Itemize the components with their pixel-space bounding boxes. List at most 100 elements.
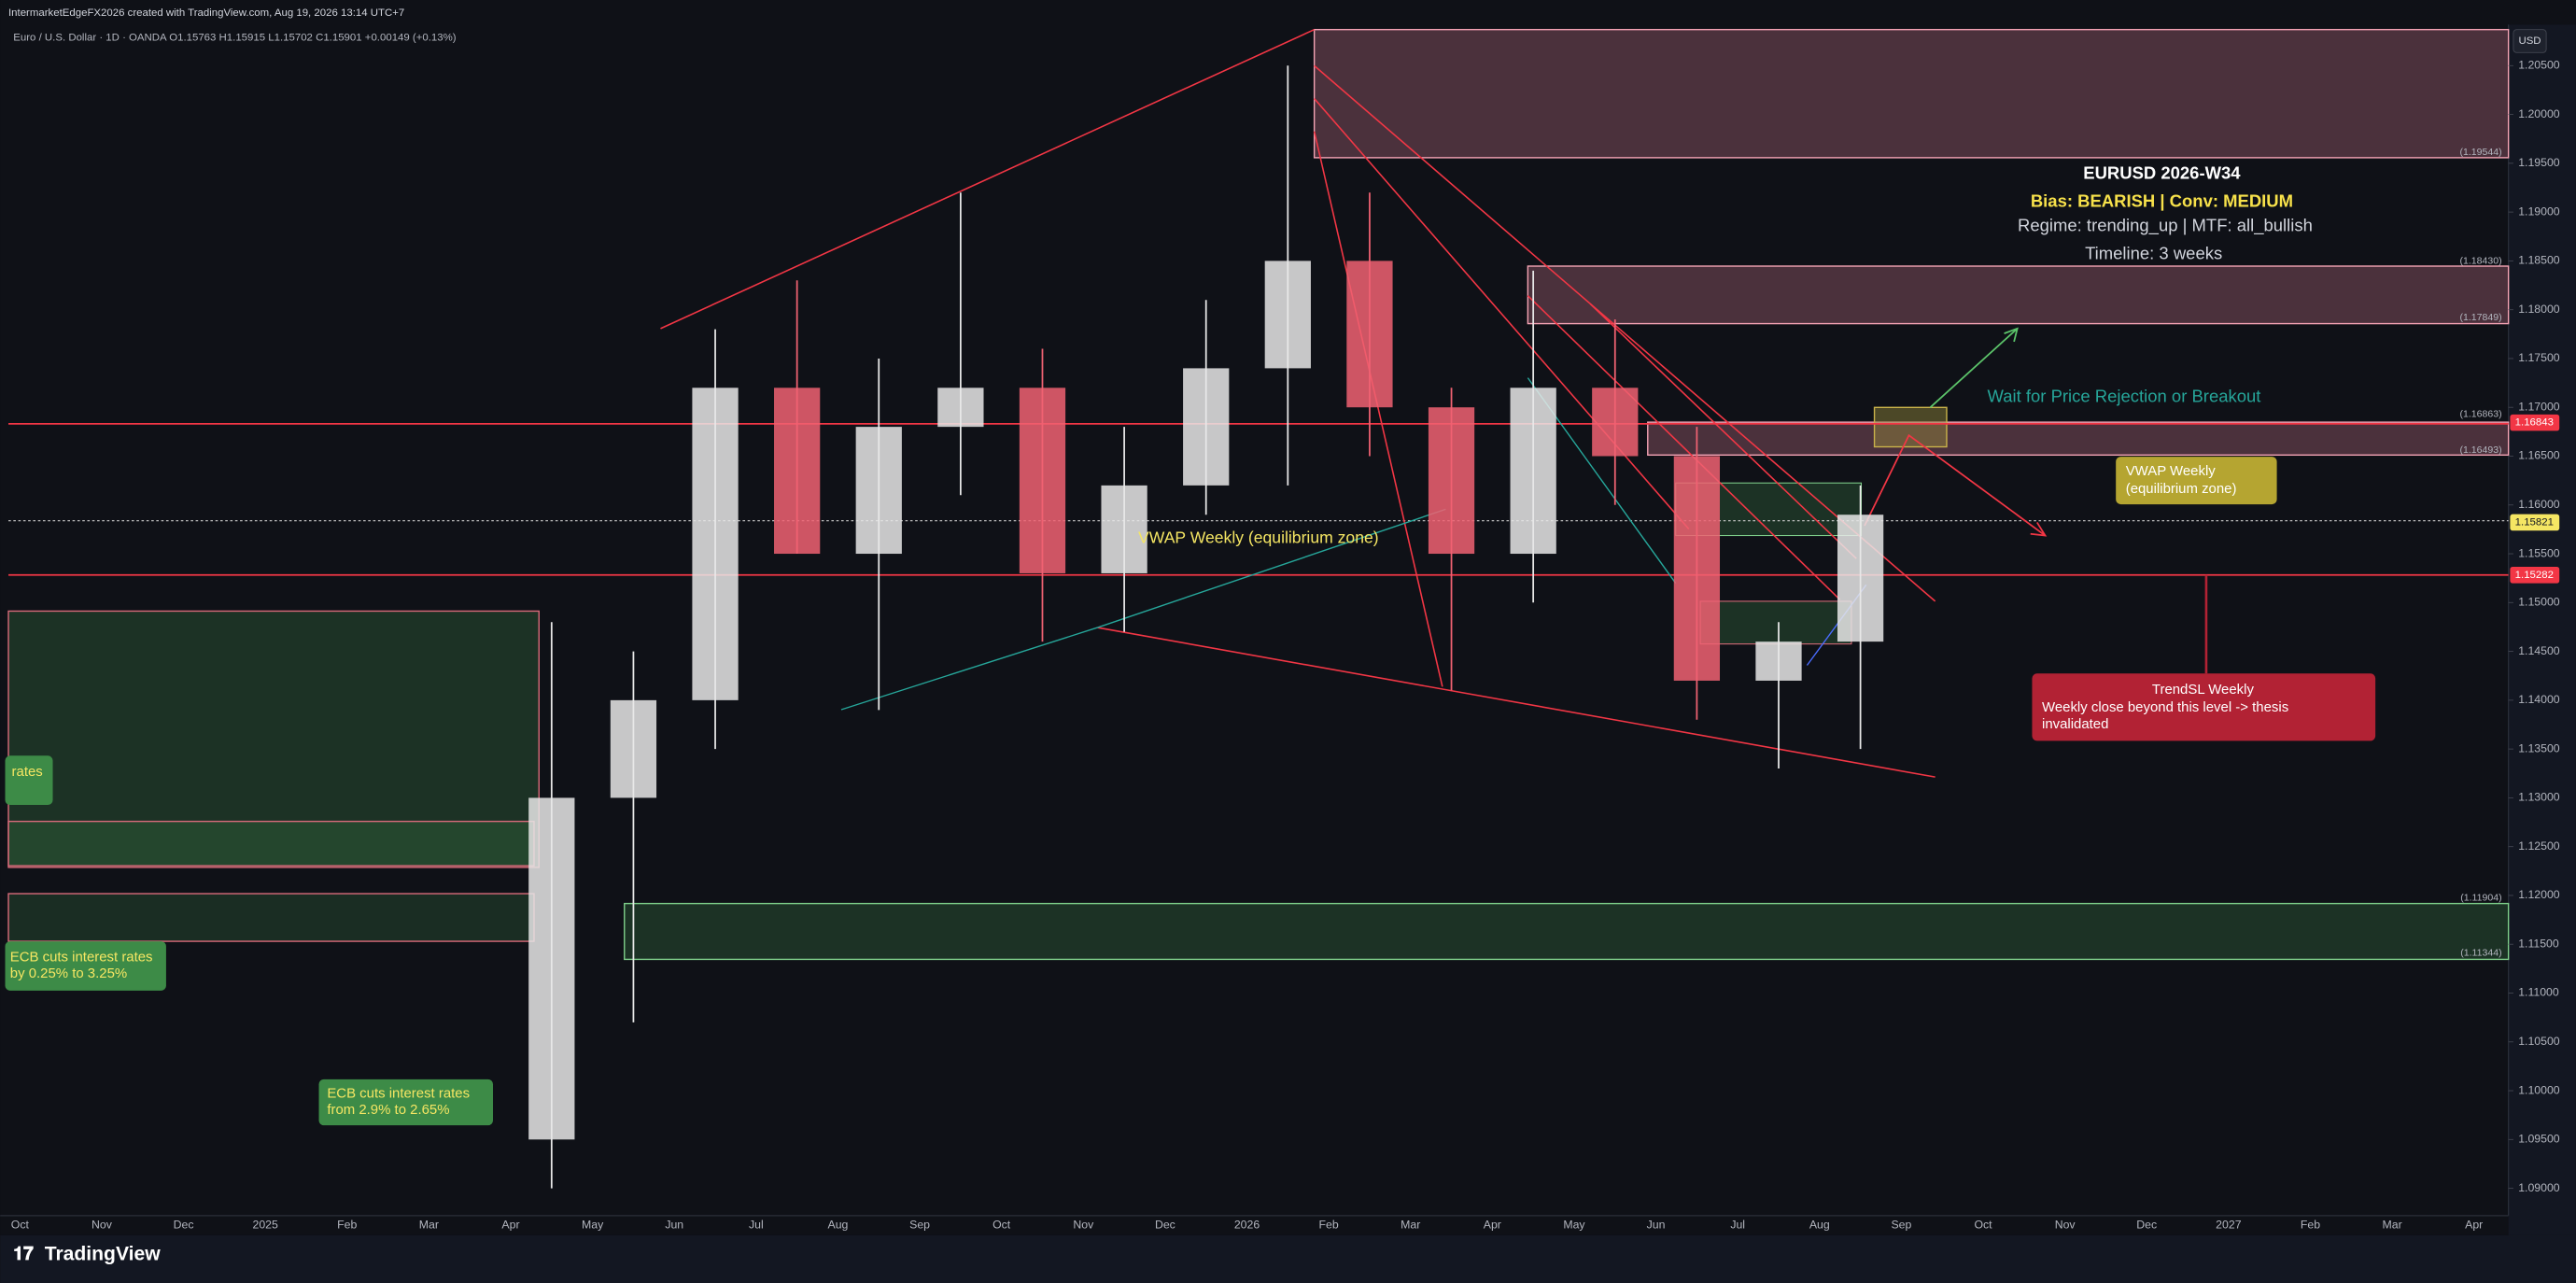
x-tick-label: Feb	[1319, 1219, 1339, 1232]
axis-unit: USD	[2518, 35, 2541, 47]
y-tick-label: 1.17500	[2518, 351, 2560, 364]
ecb-line: ECB cuts interest rates	[10, 950, 153, 966]
trendline	[1313, 131, 1443, 687]
candle-body	[855, 427, 902, 555]
left-zone	[7, 610, 540, 868]
x-tick-label: Jun	[665, 1219, 683, 1232]
level-label: (1.19544)	[2459, 147, 2501, 158]
y-tick-label: 1.12000	[2518, 888, 2560, 901]
x-tick-label: Nov	[91, 1219, 113, 1232]
vwap-label: VWAP Weekly (equilibrium zone)	[1138, 529, 1379, 547]
y-tick-label: 1.16500	[2518, 449, 2560, 462]
y-tick-label: 1.10500	[2518, 1035, 2560, 1048]
x-tick-label: Oct	[992, 1219, 1011, 1232]
x-tick-label: 2027	[2216, 1219, 2242, 1232]
y-tick-label: 1.10000	[2518, 1083, 2560, 1096]
x-tick-label: Jun	[1647, 1219, 1666, 1232]
symbol-line: Euro / U.S. Dollar · 1D · OANDA O1.15763…	[13, 32, 456, 43]
y-tick-label: 1.11500	[2518, 937, 2559, 950]
x-tick-label: Oct	[11, 1219, 30, 1232]
level-label: (1.16863)	[2459, 408, 2501, 419]
y-tick-label: 1.19000	[2518, 204, 2560, 218]
ecb-line: by 0.25% to 3.25%	[10, 966, 127, 981]
candle-body	[937, 388, 984, 428]
x-tick-label: May	[582, 1219, 604, 1232]
info-bias: Bias: BEARISH | Conv: MEDIUM	[2031, 190, 2293, 210]
left-zone	[7, 820, 535, 867]
arrow-head	[2030, 521, 2048, 537]
y-tick-label: 1.20500	[2518, 59, 2560, 72]
candle-body	[528, 797, 575, 1140]
price-badge-label: 1.16843	[2515, 417, 2554, 429]
arrow-up	[1929, 328, 2019, 408]
candle-body	[692, 388, 739, 700]
arrow-down	[1864, 433, 2047, 537]
arrow-head	[2004, 327, 2019, 343]
price-badge	[2510, 414, 2560, 431]
trendline	[660, 28, 1315, 330]
x-tick-label: Sep	[1891, 1219, 1911, 1232]
trendlines	[660, 28, 1936, 778]
trendline	[1314, 64, 1936, 602]
y-tick-label: 1.15000	[2518, 596, 2560, 609]
logo-mark: 𝟏𝟕	[13, 1244, 34, 1264]
price-badge-label: 1.15821	[2515, 516, 2554, 528]
trendsl-box	[2032, 673, 2376, 741]
price-badge	[2510, 567, 2560, 584]
x-tick-label: 2025	[252, 1219, 278, 1232]
info-timeline: Timeline: 3 weeks	[2085, 244, 2222, 263]
level-label: (1.17849)	[2459, 312, 2501, 323]
candle-body	[774, 388, 821, 555]
vwap-box	[2116, 457, 2277, 505]
x-tick-label: Mar	[1401, 1219, 1420, 1232]
y-tick-label: 1.17000	[2518, 400, 2560, 413]
trendsl-title: TrendSL Weekly	[2152, 682, 2255, 698]
x-tick-label: Apr	[2465, 1219, 2483, 1232]
level-label: (1.18430)	[2459, 255, 2501, 266]
x-tick-label: Oct	[1974, 1219, 1992, 1232]
supply-zone	[1647, 421, 2510, 457]
left-zone	[7, 893, 535, 942]
x-tick-label: Aug	[828, 1219, 849, 1232]
trendline	[1589, 303, 1857, 559]
rates-label: rates	[12, 764, 43, 780]
x-tick-label: May	[1563, 1219, 1585, 1232]
y-tick-label: 1.12500	[2518, 839, 2560, 853]
ecb-line: from 2.9% to 2.65%	[327, 1102, 449, 1118]
candle-body	[1755, 642, 1802, 681]
trendline	[1097, 627, 1936, 778]
x-tick-label: Aug	[1809, 1219, 1830, 1232]
x-tick-label: Jul	[749, 1219, 764, 1232]
supply-zone	[1527, 265, 2510, 325]
candle-body	[610, 699, 657, 798]
y-tick-label: 1.18500	[2518, 254, 2560, 267]
vwap-box-line: (equilibrium zone)	[2126, 481, 2237, 497]
arrows	[1864, 327, 2208, 674]
trendline	[1097, 508, 1446, 628]
ecb-box	[5, 941, 166, 991]
rates-box	[5, 755, 53, 806]
x-tick-label: Feb	[337, 1219, 357, 1232]
supply-zone	[1313, 28, 2510, 159]
x-tick-label: Mar	[419, 1219, 439, 1232]
trendsl-line: Weekly close beyond this level -> thesis	[2042, 699, 2288, 715]
info-title: EURUSD 2026-W34	[2083, 162, 2241, 182]
y-tick-label: 1.16000	[2518, 498, 2560, 511]
candle-body	[1673, 456, 1721, 681]
candle-body	[1510, 388, 1556, 555]
level-label: (1.16493)	[2459, 444, 2501, 456]
candle-body	[1101, 485, 1147, 573]
x-tick-label: Apr	[501, 1219, 519, 1232]
y-tick-label: 1.18000	[2518, 303, 2560, 316]
info-regime: Regime: trending_up | MTF: all_bullish	[2018, 216, 2313, 236]
ecb-line: ECB cuts interest rates	[327, 1086, 470, 1102]
trendline	[1527, 295, 1841, 600]
x-tick-label: Nov	[1073, 1219, 1094, 1232]
candle-body	[1183, 368, 1230, 486]
candle-body	[1019, 388, 1066, 573]
candle-body	[1428, 407, 1475, 555]
y-tick-label: 1.19500	[2518, 156, 2560, 169]
x-tick-label: Apr	[1484, 1219, 1501, 1232]
trendline	[1314, 98, 1690, 530]
x-tick-label: Mar	[2382, 1219, 2401, 1232]
